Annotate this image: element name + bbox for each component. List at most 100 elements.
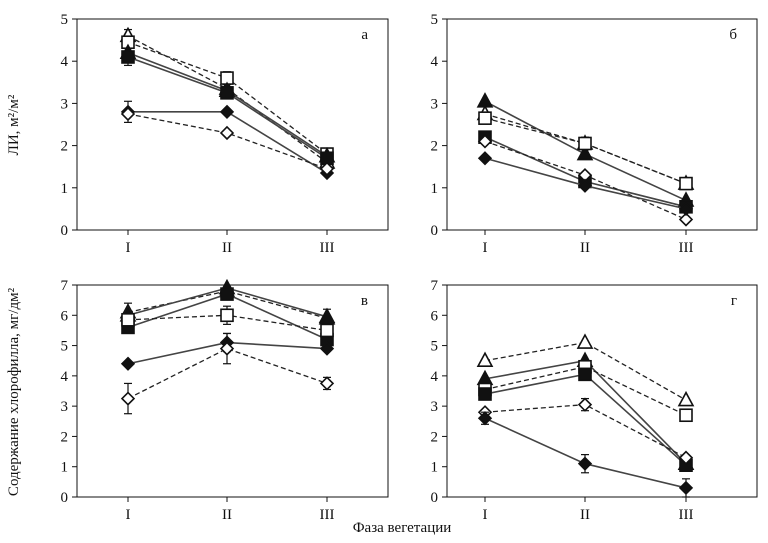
- y-tick-label: 5: [61, 12, 69, 28]
- y-tick-label: 3: [61, 399, 69, 415]
- panel-letter: а: [361, 27, 368, 43]
- y-tick-label: 0: [431, 490, 439, 506]
- y-tick-label: 3: [61, 96, 69, 112]
- x-tick-label: III: [679, 507, 694, 523]
- y-tick-label: 0: [61, 223, 69, 239]
- data-point: [220, 287, 234, 301]
- data-point: [219, 341, 235, 356]
- data-point: [577, 178, 593, 193]
- y-axis-title-top: ЛИ, м²/м²: [6, 94, 22, 155]
- y-tick-label: 5: [61, 339, 69, 355]
- data-point: [679, 176, 693, 191]
- plot-frame: [76, 18, 389, 231]
- series-line: [127, 290, 328, 319]
- series-square-open: [478, 111, 693, 191]
- x-tick-label: II: [580, 240, 590, 256]
- y-tick-label: 1: [431, 181, 439, 197]
- data-point: [677, 390, 695, 407]
- x-tick-label: I: [126, 240, 131, 256]
- y-tick-label: 0: [431, 223, 439, 239]
- y-tick-label: 6: [431, 308, 439, 324]
- data-point: [576, 144, 594, 161]
- y-tick-label: 2: [431, 139, 439, 155]
- y-tick-label: 7: [61, 278, 69, 294]
- y-tick-label: 3: [431, 399, 439, 415]
- series-triangle-filled: [119, 43, 336, 163]
- panel-letter: в: [361, 293, 368, 309]
- data-point: [679, 408, 693, 423]
- data-point: [219, 125, 235, 141]
- data-point: [318, 307, 336, 324]
- data-point: [120, 356, 136, 371]
- y-tick-label: 2: [61, 139, 69, 155]
- series-square-open: [121, 305, 334, 338]
- data-point: [477, 151, 493, 166]
- y-tick-label: 6: [61, 308, 69, 324]
- x-tick-label: III: [320, 507, 335, 523]
- y-tick-label: 0: [61, 490, 69, 506]
- data-point: [477, 134, 493, 149]
- data-point: [478, 387, 492, 401]
- data-point: [121, 50, 135, 64]
- series-diamond-filled: [477, 151, 694, 217]
- y-tick-label: 3: [431, 96, 439, 112]
- data-point: [578, 136, 592, 151]
- y-tick-label: 5: [431, 12, 439, 28]
- series-diamond-open: [477, 134, 694, 227]
- x-axis-title: Фаза вегетации: [353, 520, 452, 536]
- data-point: [478, 111, 492, 125]
- y-tick-label: 5: [431, 339, 439, 355]
- x-tick-label: I: [483, 240, 488, 256]
- series-diamond-filled: [120, 100, 335, 181]
- x-tick-label: I: [126, 507, 131, 523]
- y-axis-title-bottom: Содержание хлорофилла, мг/дм²: [6, 287, 22, 496]
- y-tick-label: 7: [431, 278, 439, 294]
- y-tick-label: 1: [431, 460, 439, 476]
- y-tick-label: 4: [431, 54, 439, 70]
- data-point: [319, 161, 335, 176]
- data-point: [678, 480, 694, 496]
- y-tick-label: 2: [431, 429, 439, 445]
- series-line: [127, 113, 328, 170]
- panel-letter: б: [729, 27, 737, 43]
- data-point: [319, 376, 335, 391]
- series-triangle-open: [476, 333, 695, 407]
- data-point: [121, 313, 135, 327]
- y-tick-label: 4: [61, 369, 69, 385]
- series-line: [484, 417, 687, 489]
- x-tick-label: II: [222, 507, 232, 523]
- data-point: [219, 104, 235, 119]
- y-tick-label: 1: [61, 460, 69, 476]
- series-line: [484, 117, 687, 185]
- series-line: [128, 111, 328, 174]
- series-line: [484, 341, 687, 401]
- series-square-filled: [478, 367, 693, 473]
- series-square-open: [121, 35, 334, 161]
- x-tick-label: III: [679, 240, 694, 256]
- data-point: [477, 411, 493, 426]
- data-point: [577, 456, 593, 471]
- x-tick-label: III: [320, 240, 335, 256]
- data-point: [577, 397, 593, 412]
- y-tick-label: 4: [431, 369, 439, 385]
- x-tick-label: I: [483, 507, 488, 523]
- x-tick-label: II: [580, 507, 590, 523]
- data-point: [120, 391, 136, 406]
- series-square-filled: [121, 47, 334, 166]
- data-point: [320, 323, 334, 338]
- data-point: [576, 333, 594, 349]
- data-point: [678, 212, 694, 227]
- series-diamond-open: [477, 397, 694, 465]
- series-diamond-open: [120, 332, 335, 415]
- y-tick-label: 2: [61, 429, 69, 445]
- series-line: [127, 347, 328, 400]
- data-point: [476, 351, 494, 368]
- x-tick-label: II: [222, 240, 232, 256]
- data-point: [319, 341, 335, 356]
- series-diamond-filled: [477, 411, 694, 498]
